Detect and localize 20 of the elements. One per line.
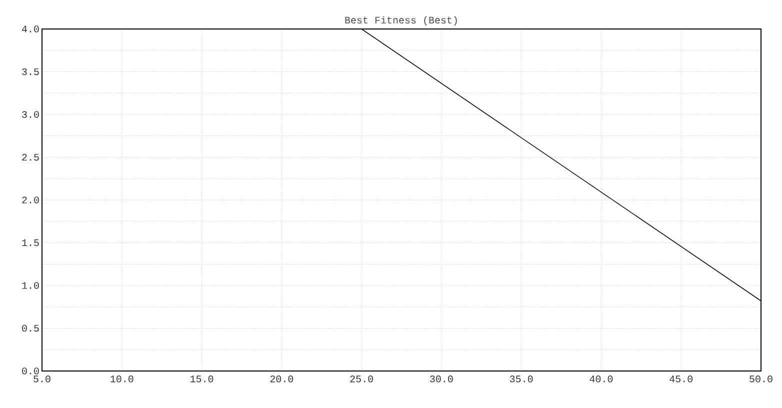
x-tick-label: 35.0 <box>510 376 533 382</box>
x-tick-label: 5.0 <box>34 376 50 382</box>
y-tick-label: 1.5 <box>22 239 39 246</box>
y-tick-label: 0.0 <box>22 368 39 374</box>
y-tick-label: 1.0 <box>22 282 39 289</box>
y-tick-label: 2.5 <box>22 154 39 161</box>
x-tick-label: 15.0 <box>190 376 214 382</box>
y-tick-label: 3.5 <box>22 68 39 76</box>
x-tick-label: 20.0 <box>270 376 294 382</box>
y-tick-label: 3.0 <box>22 111 39 118</box>
x-tick-label: 30.0 <box>430 376 453 382</box>
y-tick-label: 0.5 <box>22 324 39 332</box>
x-tick-label: 50.0 <box>750 376 772 382</box>
x-tick-label: 40.0 <box>590 376 613 382</box>
y-tick-label: 2.0 <box>22 196 39 204</box>
y-tick-label: 4.0 <box>22 26 39 32</box>
x-tick-label: 25.0 <box>350 376 373 382</box>
x-tick-label: 10.0 <box>110 376 134 382</box>
chart-title: Best Fitness (Best) <box>345 16 457 26</box>
x-tick-label: 45.0 <box>670 376 693 382</box>
